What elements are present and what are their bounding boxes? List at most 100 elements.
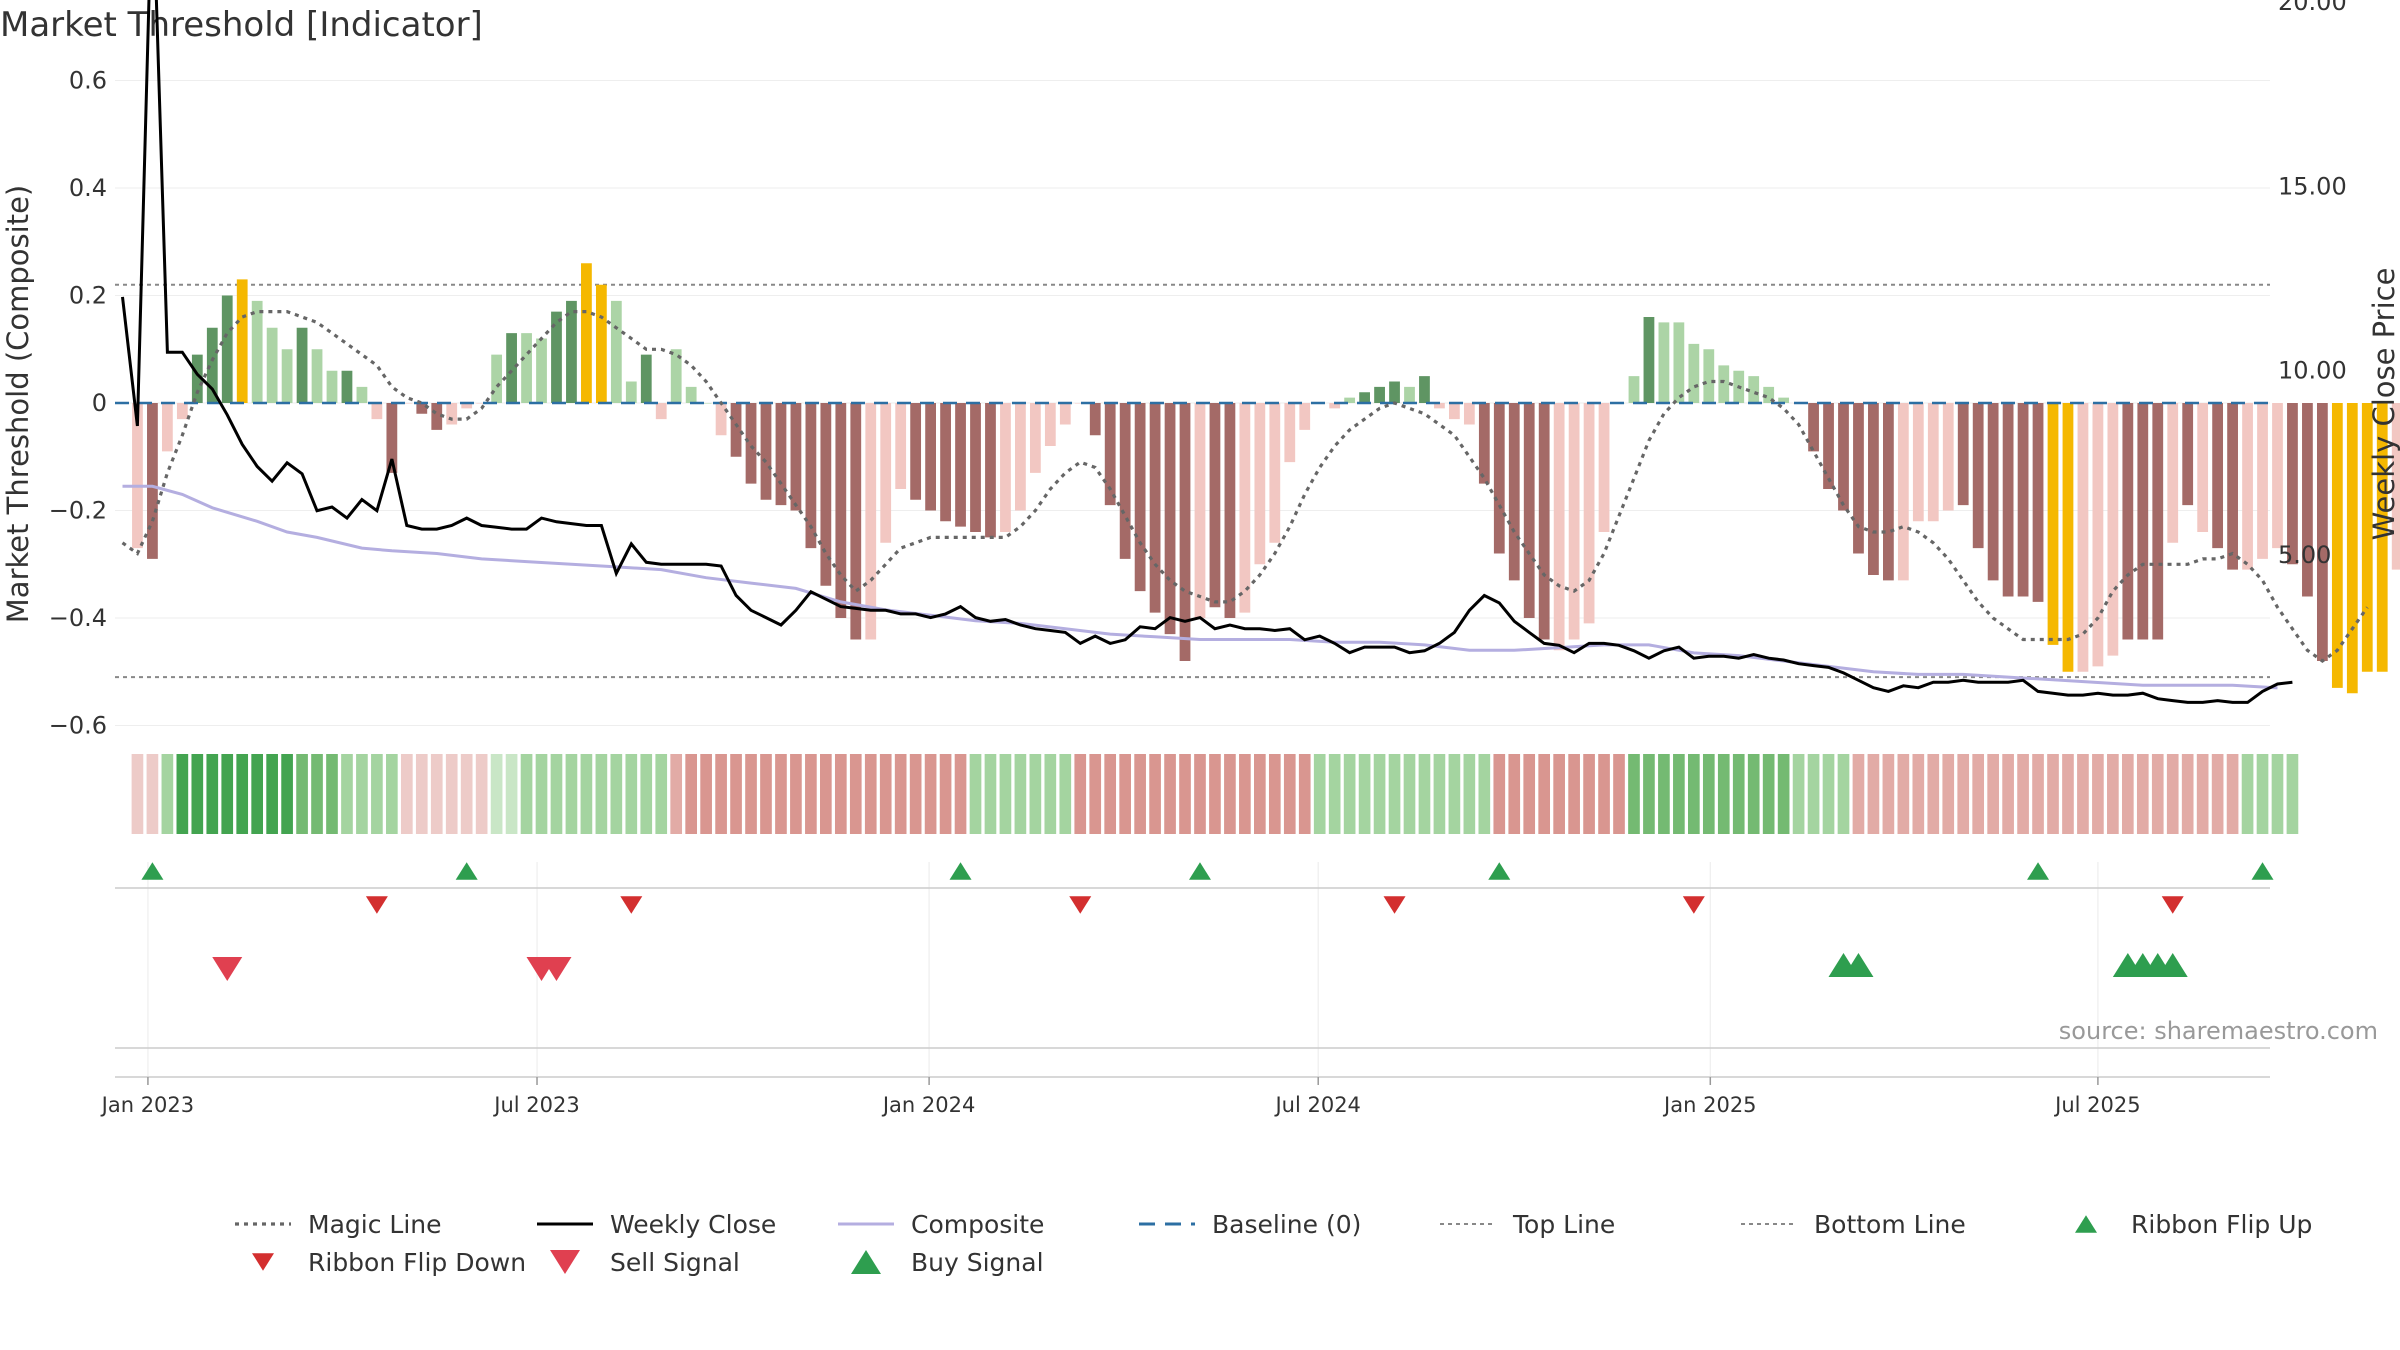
- composite-bar: [1434, 403, 1445, 409]
- ribbon-flip-down-marker: [620, 896, 643, 914]
- ribbon-cell: [909, 754, 922, 834]
- ribbon-cell: [879, 754, 892, 834]
- ribbon-cell: [341, 754, 353, 834]
- composite-bar: [2212, 403, 2224, 549]
- ribbon-cell: [1224, 754, 1236, 834]
- composite-bar: [1838, 403, 1849, 511]
- composite-bar: [1149, 403, 1161, 613]
- composite-bar: [1883, 403, 1894, 581]
- composite-bar: [2122, 403, 2134, 640]
- ribbon-cell: [430, 754, 443, 834]
- ribbon-cell: [2226, 754, 2239, 834]
- ribbon-cell: [894, 754, 907, 834]
- ribbon-cell: [1119, 754, 1131, 834]
- ribbon-cell: [236, 754, 249, 834]
- ribbon-cell: [2062, 754, 2074, 834]
- ribbon-cell: [1209, 754, 1221, 834]
- composite-bar: [251, 300, 263, 404]
- composite-bar: [2346, 403, 2358, 694]
- ribbon-cell: [1463, 754, 1476, 834]
- ribbon-cell: [1777, 754, 1790, 834]
- composite-bar: [2017, 403, 2029, 597]
- ribbon-cell: [1268, 754, 1281, 834]
- y-tick-label: −0.6: [49, 712, 107, 740]
- legend-swatch-triangle: [2075, 1215, 2097, 1233]
- ribbon-cell: [1343, 754, 1356, 834]
- composite-bar: [730, 403, 742, 457]
- ribbon-cell: [2241, 754, 2254, 834]
- composite-bar: [491, 354, 503, 404]
- ribbon-cell: [999, 754, 1012, 834]
- ribbon-cell: [715, 754, 727, 834]
- legend-label: Ribbon Flip Up: [2131, 1210, 2312, 1239]
- ribbon-cell: [1747, 754, 1760, 834]
- ribbon-cell: [1134, 754, 1146, 834]
- ribbon-cell: [2077, 754, 2089, 834]
- signal-markers: [141, 862, 2274, 981]
- ribbon-cell: [2002, 754, 2014, 834]
- legend-item: Ribbon Flip Up: [2075, 1210, 2312, 1239]
- y-tick-label: 0.2: [69, 282, 107, 310]
- composite-bar: [940, 403, 951, 522]
- legend-label: Top Line: [1512, 1210, 1615, 1239]
- magic-line: [121, 310, 2369, 663]
- threshold-lines: [115, 283, 2270, 679]
- ribbon-flip-up-marker: [1488, 862, 1511, 880]
- composite-bar: [1224, 403, 1236, 618]
- ribbon-cell: [1149, 754, 1161, 834]
- composite-bar: [1972, 403, 1984, 549]
- ribbon-cell: [565, 754, 578, 834]
- composite-bar: [1553, 403, 1565, 651]
- composite-bar: [655, 403, 667, 420]
- ribbon-cell: [2271, 754, 2284, 834]
- composite-bar: [536, 338, 547, 403]
- legend-swatch-triangle: [550, 1250, 580, 1274]
- ribbon-cell: [1478, 754, 1491, 834]
- y-tick-label: 0.4: [69, 174, 107, 202]
- ribbon-cell: [805, 754, 817, 834]
- composite-bar: [1927, 403, 1939, 522]
- composite-bar: [1344, 397, 1356, 404]
- ribbon-cell: [146, 754, 159, 834]
- composite-bar: [147, 403, 158, 559]
- composite-bar: [670, 349, 682, 403]
- composite-bar: [326, 370, 338, 403]
- ribbon-cell: [969, 754, 982, 834]
- ribbon-cell: [1972, 754, 1985, 834]
- composite-bar: [2167, 403, 2179, 543]
- composite-bar: [1209, 403, 1221, 608]
- composite-bar: [1000, 403, 1011, 532]
- composite-bar: [700, 403, 712, 404]
- ribbon-cell: [1912, 754, 1925, 834]
- composite-bar: [805, 403, 817, 549]
- composite-bar: [1508, 403, 1520, 581]
- weekly-close-line: [121, 0, 2293, 704]
- ribbon-cell: [700, 754, 712, 834]
- composite-bar: [775, 403, 787, 506]
- ribbon-cell: [1613, 754, 1625, 834]
- legend-label: Ribbon Flip Down: [308, 1248, 526, 1277]
- ribbon-cell: [1598, 754, 1610, 834]
- composite-bar: [1194, 403, 1206, 618]
- composite-bar: [2316, 403, 2328, 661]
- ribbon-cell: [1313, 754, 1326, 834]
- ribbon-cell: [834, 754, 847, 834]
- legend-label: Baseline (0): [1212, 1210, 1361, 1239]
- ribbon-cell: [2166, 754, 2179, 834]
- composite-bar: [1853, 403, 1864, 554]
- ribbon-cell: [1104, 754, 1117, 834]
- composite-bar: [1359, 392, 1370, 403]
- x-tick-label: Jul 2023: [492, 1093, 579, 1117]
- composite-bar: [1239, 403, 1251, 613]
- y2-tick-label: 15.00: [2278, 172, 2347, 200]
- ribbon-cell: [356, 754, 368, 834]
- composite-bar: [1658, 322, 1670, 404]
- composite-bar: [2077, 403, 2089, 672]
- y2-tick-label: 10.00: [2278, 357, 2347, 385]
- composite-bar: [1748, 376, 1760, 404]
- ribbon-cell: [1792, 754, 1805, 834]
- ribbon-cell: [775, 754, 787, 834]
- ribbon-cell: [2136, 754, 2149, 834]
- composite-bar: [1568, 403, 1580, 640]
- y-tick-label: −0.4: [49, 604, 107, 632]
